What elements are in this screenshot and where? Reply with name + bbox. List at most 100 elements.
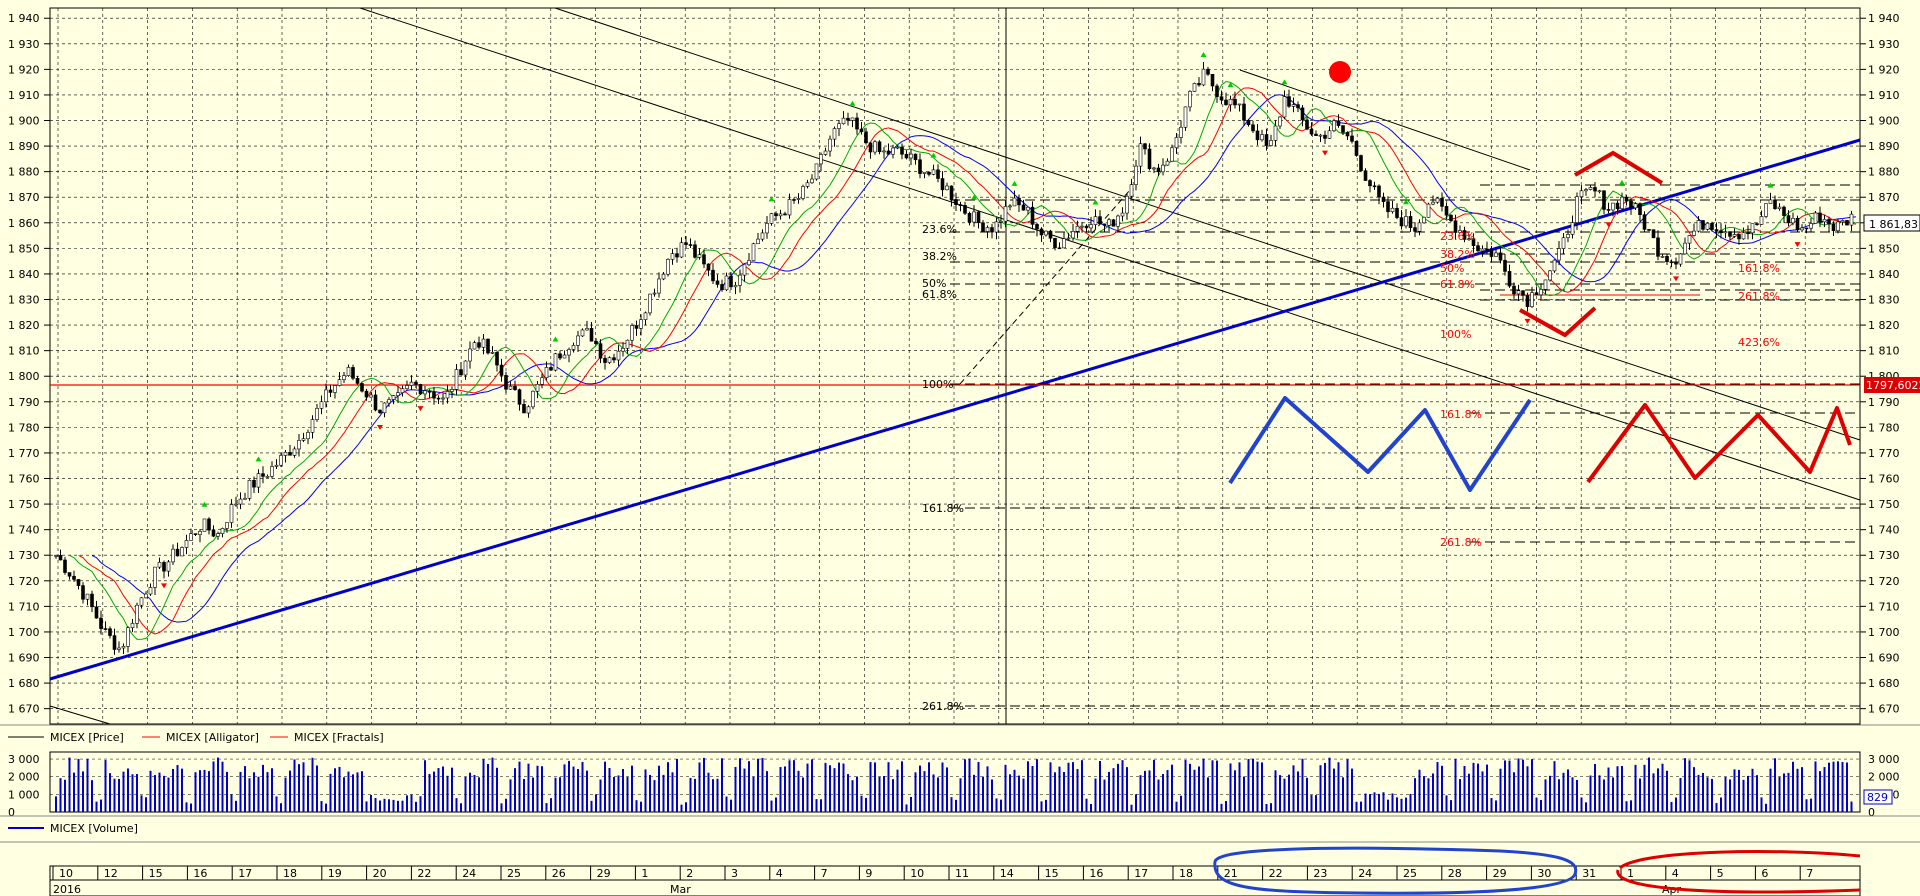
candle-body [1188, 91, 1192, 108]
candle-body [1098, 216, 1102, 225]
channel-line-bottom [49, 705, 111, 725]
candle-body [1516, 290, 1521, 295]
y-tick-label-right: 1 910 [1868, 89, 1900, 102]
time-tick-label: 20 [373, 867, 387, 880]
candle-body [1183, 106, 1188, 128]
candle-body [85, 593, 90, 600]
candle-body [90, 593, 94, 608]
y-tick-label-right: 1 840 [1868, 268, 1900, 281]
candle-body [1012, 197, 1017, 207]
time-tick-label: 5 [1717, 867, 1724, 880]
candle-body [1570, 222, 1575, 235]
candle-body [873, 141, 877, 153]
candle-body [801, 186, 805, 199]
candle-body [1597, 190, 1602, 193]
y-tick-label: 1 910 [8, 89, 40, 102]
time-tick-label: 4 [776, 867, 783, 880]
candle-body [1507, 271, 1512, 287]
y-tick-label: 1 830 [8, 294, 40, 307]
candle-body [202, 518, 207, 532]
y-tick-label-right: 1 770 [1868, 447, 1900, 460]
fractal-up-marker [849, 100, 856, 106]
candle-body [1552, 259, 1557, 272]
candle-body [1201, 68, 1206, 86]
time-tick-label: 14 [1000, 867, 1014, 880]
fib-labels: 23.6%38.2%50%61.8%100%161.8%261.8%23.6%3… [922, 223, 1780, 713]
blue-ellipse-annotation [1213, 846, 1578, 895]
volume-tick-label-right: 0 [1868, 806, 1875, 819]
y-tick-label: 1 680 [8, 677, 40, 690]
candle-body [1417, 222, 1422, 232]
candle-body [1116, 215, 1120, 227]
y-tick-label-right: 1 890 [1868, 140, 1900, 153]
candle-body [247, 480, 252, 499]
candle-body [1035, 224, 1039, 230]
candle-body [1656, 237, 1660, 257]
fib-label-left: 23.6% [922, 223, 957, 236]
candle-body [508, 385, 513, 390]
candle-body [1696, 220, 1701, 232]
candle-body [1057, 247, 1062, 250]
candle-body [1660, 256, 1665, 258]
candle-body [486, 338, 490, 354]
candle-body [1125, 195, 1129, 214]
candle-body [1165, 160, 1170, 166]
candle-body [1809, 223, 1813, 229]
candle-body [1066, 237, 1071, 240]
fib-label-left: 61.8% [922, 288, 957, 301]
candle-body [567, 349, 571, 356]
candle-body [450, 389, 454, 392]
fractal-up-marker [1767, 182, 1774, 188]
red-trough-annotation [1519, 306, 1597, 338]
candle-body [1350, 135, 1354, 142]
time-tick-label: 21 [1224, 867, 1238, 880]
candle-body [135, 604, 139, 624]
candle-body [445, 391, 450, 399]
candle-body [112, 635, 117, 650]
candle-body [1615, 202, 1620, 210]
candle-body [981, 222, 985, 232]
candle-body [1152, 167, 1156, 170]
candle-body [778, 213, 783, 217]
candle-body [1093, 216, 1098, 225]
candle-body [846, 117, 850, 121]
y-tick-label-right: 1 740 [1868, 524, 1900, 537]
candle-body [1341, 125, 1345, 133]
candle-body [409, 381, 414, 386]
candle-body [1282, 96, 1287, 118]
candle-body [67, 572, 72, 577]
candle-body [1030, 206, 1035, 225]
candle-body [1773, 199, 1777, 209]
y-tick-label: 1 670 [8, 703, 40, 716]
candle-body [1102, 223, 1107, 226]
candle-body [162, 562, 166, 572]
time-tick-label: 19 [328, 867, 342, 880]
candle-body [103, 628, 108, 630]
candle-body [841, 117, 846, 125]
candle-body [1849, 213, 1854, 226]
candle-body [1039, 228, 1044, 236]
candle-body [351, 367, 355, 379]
candle-body [526, 406, 531, 414]
candle-body [310, 419, 315, 433]
candle-body [504, 375, 508, 390]
y-tick-label: 1 750 [8, 498, 40, 511]
candle-body [1224, 99, 1228, 106]
candle-body [994, 221, 999, 233]
candle-body [711, 269, 715, 282]
candle-body [1071, 231, 1075, 239]
candle-body [1453, 220, 1458, 233]
fractal-up-marker [768, 196, 775, 202]
candle-body [1228, 98, 1233, 106]
fib-label-right: 100% [1440, 328, 1471, 341]
time-tick-label: 26 [552, 867, 566, 880]
fractal-up-marker [971, 194, 977, 200]
candle-body [1494, 252, 1498, 257]
y-tick-label-right: 1 780 [1868, 421, 1900, 434]
candle-body [900, 146, 904, 155]
candle-body [594, 340, 598, 344]
time-tick-label: 17 [1134, 867, 1148, 880]
candle-body [684, 242, 688, 245]
volume-tick-label: 3 000 [8, 753, 40, 766]
candle-body [1359, 155, 1363, 172]
